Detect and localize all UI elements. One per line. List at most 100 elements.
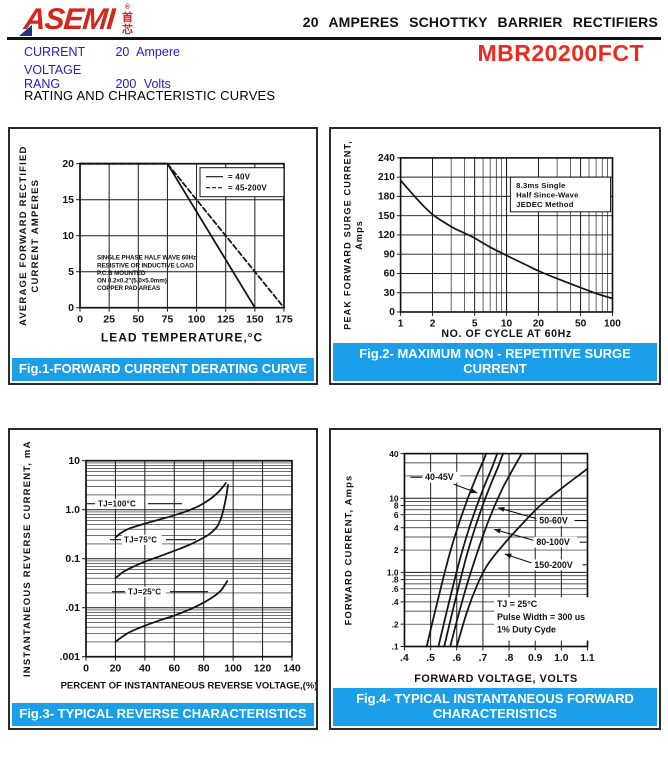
svg-text:100: 100 (604, 318, 621, 329)
svg-text:LEAD TEMPERATURE,°C: LEAD TEMPERATURE,°C (101, 331, 263, 345)
svg-text:150-200V: 150-200V (534, 560, 572, 570)
svg-text:2: 2 (394, 545, 399, 555)
svg-text:5: 5 (472, 318, 478, 329)
caption-line: Fig.3- TYPICAL REVERSE CHARACTERISTICS (19, 706, 307, 722)
svg-text:1.1: 1.1 (580, 653, 595, 664)
svg-text:100: 100 (188, 314, 206, 326)
svg-text:.01: .01 (65, 602, 80, 614)
header-rule (7, 37, 661, 40)
fig3-panel: 0 20 40 60 80 100 120 140 10 1.0 0.1 .01 .001 TJ=100°… (8, 428, 318, 730)
caption-line: CHARACTERISTICS (432, 706, 558, 722)
section-title: RATING AND CHRACTERISTIC CURVES (24, 88, 276, 103)
svg-text:120: 120 (378, 230, 395, 241)
svg-text:.8: .8 (392, 575, 399, 585)
caption-line: Fig.2- MAXIMUM NON - REPETITIVE SURGE (359, 345, 631, 361)
svg-text:.5: .5 (426, 653, 435, 664)
document-title: 20 AMPERES SCHOTTKY BARRIER RECTIFIERS (302, 14, 658, 30)
svg-text:0: 0 (389, 307, 395, 318)
fig2-caption: Fig.2- MAXIMUM NON - REPETITIVE SURGE CUR… (333, 342, 657, 381)
svg-text:TJ=25°C: TJ=25°C (128, 588, 161, 597)
svg-text:20: 20 (533, 318, 545, 329)
spec-row-current: CURRENT 20 Ampere (24, 45, 180, 59)
caption-line: Fig.1-FORWARD CURRENT DERATING CURVE (18, 361, 308, 377)
svg-text:FORWARD CURRENT, Amps: FORWARD CURRENT, Amps (343, 475, 353, 626)
svg-text:.2: .2 (392, 619, 399, 629)
svg-text:0.1: 0.1 (65, 553, 80, 565)
svg-text:CURRENT AMPERES: CURRENT AMPERES (30, 179, 41, 293)
current-label: CURRENT (24, 45, 86, 59)
asemi-logo: ASEMI ® 首 芯 (14, 3, 146, 39)
svg-text:ON 0.2×0.2"(5.0×5.0mm): ON 0.2×0.2"(5.0×5.0mm) (97, 278, 167, 285)
part-number: MBR20200FCT (477, 40, 644, 66)
svg-text:40-45V: 40-45V (425, 472, 454, 482)
svg-text:10: 10 (389, 493, 399, 503)
svg-text:50: 50 (132, 314, 144, 326)
svg-text:8.3ms Single: 8.3ms Single (516, 181, 566, 190)
svg-text:180: 180 (378, 192, 395, 203)
svg-text:40: 40 (389, 449, 399, 459)
svg-text:SINGLE PHASE HALF WAVE 60Hz: SINGLE PHASE HALF WAVE 60Hz (97, 255, 196, 262)
svg-text:240: 240 (378, 153, 395, 164)
svg-text:.001: .001 (60, 651, 81, 663)
svg-text:80: 80 (198, 663, 210, 675)
svg-text:10: 10 (501, 318, 513, 329)
svg-text:4: 4 (394, 523, 399, 533)
svg-text:PEAK FORWARD SURGE CURRENT,: PEAK FORWARD SURGE CURRENT, (343, 140, 353, 330)
svg-text:1% Duty Cyde: 1% Duty Cyde (497, 625, 556, 635)
svg-text:JEDEC Method: JEDEC Method (516, 200, 574, 209)
logo-cn-top: 首 (122, 12, 133, 24)
svg-text:Amps: Amps (354, 220, 364, 250)
current-value: 20 Ampere (115, 45, 180, 59)
caption-line: Fig.4- TYPICAL INSTANTANEOUS FORWARD (356, 690, 634, 706)
fig2-chart-area: 1 2 5 10 20 50 100 0 30 60 90 120 150 180 210 240 8.3ms … (331, 129, 659, 343)
caption-line: CURRENT (463, 361, 527, 377)
svg-text:75: 75 (162, 314, 174, 326)
svg-text:140: 140 (283, 663, 301, 675)
svg-text:INSTANTANEOUS REVERSE CURRENT: INSTANTANEOUS REVERSE CURRENT, mA (22, 440, 33, 677)
svg-text:.6: .6 (452, 653, 461, 664)
fig2-svg: 1 2 5 10 20 50 100 0 30 60 90 120 150 180 210 240 8.3ms … (343, 140, 622, 340)
fig4-caption: Fig.4- TYPICAL INSTANTANEOUS FORWARD CHAR… (333, 687, 657, 726)
svg-text:0.9: 0.9 (528, 653, 543, 664)
svg-text:1.0: 1.0 (65, 504, 80, 516)
svg-text:150: 150 (246, 314, 264, 326)
fig2-panel: 1 2 5 10 20 50 100 0 30 60 90 120 150 180 210 240 8.3ms … (329, 127, 661, 385)
spec-row-voltage: VOLTAGE RANG 200 Volts (24, 63, 180, 91)
svg-text:= 40V: = 40V (228, 173, 251, 182)
svg-text:= 45-200V: = 45-200V (228, 184, 267, 193)
svg-text:.4: .4 (400, 653, 409, 664)
svg-text:0: 0 (83, 663, 89, 675)
svg-text:P.C.B MOUNTED: P.C.B MOUNTED (97, 270, 146, 277)
fig3-chart-area: 0 20 40 60 80 100 120 140 10 1.0 0.1 .01 .001 TJ=100°… (10, 430, 316, 703)
svg-text:100: 100 (224, 663, 242, 675)
fig4-svg: .4.5.6.7.8 0.9 1.0 1.1401086421.0.8.6.4.2.1… (343, 449, 595, 685)
registered-mark: ® (124, 4, 131, 11)
svg-text:1.0: 1.0 (554, 653, 569, 664)
svg-text:50: 50 (575, 318, 587, 329)
svg-text:90: 90 (384, 249, 396, 260)
svg-text:Half Since-Wave: Half Since-Wave (516, 190, 579, 199)
svg-text:AVERAGE FORWARD RECTIFIED: AVERAGE FORWARD RECTIFIED (18, 145, 29, 326)
fig4-panel: .4.5.6.7.8 0.9 1.0 1.1 40 10 8 6 4 2 1.0.8.6.4.2.1… (329, 428, 661, 730)
svg-text:FORWARD VOLTAGE, VOLTS: FORWARD VOLTAGE, VOLTS (414, 673, 578, 685)
svg-text:RESISTIVE OR INDUCTIVE LOAD: RESISTIVE OR INDUCTIVE LOAD (97, 262, 194, 269)
fig1-svg: 0 25 50 75 100 125 150 175 0 5 10 15 20 = 40V = 45-200… (18, 145, 293, 345)
svg-text:NO. OF CYCLE AT 60Hz: NO. OF CYCLE AT 60Hz (441, 328, 571, 340)
fig1-caption: Fig.1-FORWARD CURRENT DERATING CURVE (12, 358, 314, 381)
svg-text:1: 1 (398, 318, 404, 329)
svg-text:25: 25 (103, 314, 115, 326)
svg-text:COPPER PAD AREAS: COPPER PAD AREAS (97, 285, 160, 292)
logo-cn-bottom: 芯 (122, 24, 133, 36)
svg-text:60: 60 (168, 663, 180, 675)
svg-text:1.0: 1.0 (387, 568, 399, 578)
svg-text:20: 20 (62, 158, 74, 170)
svg-text:125: 125 (217, 314, 235, 326)
voltage-value: 200 Volts (115, 77, 171, 91)
svg-text:.6: .6 (392, 584, 399, 594)
svg-text:80-100V: 80-100V (536, 537, 570, 547)
svg-text:Pulse Width = 300 us: Pulse Width = 300 us (497, 612, 585, 622)
svg-text:.7: .7 (479, 653, 488, 664)
logo-triangle-icon (19, 25, 32, 36)
svg-text:60: 60 (384, 269, 396, 280)
